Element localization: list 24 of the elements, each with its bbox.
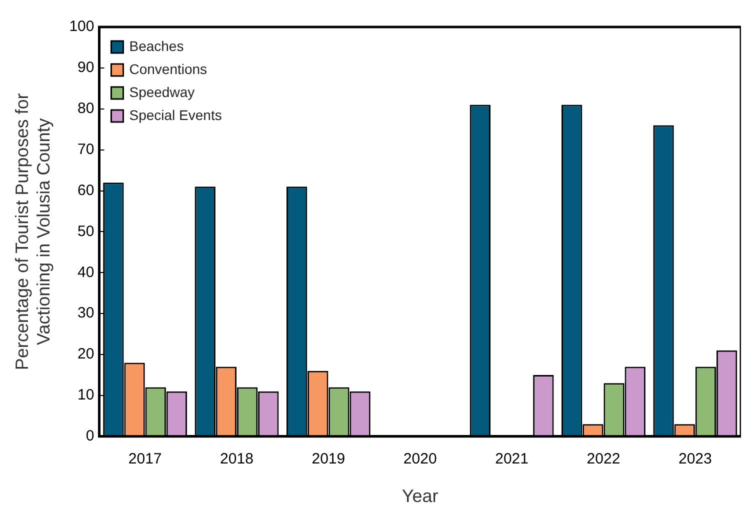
y-tick-label: 40 [78, 264, 94, 281]
x-tick-label: 2019 [312, 450, 346, 468]
y-tick-label: 30 [78, 304, 94, 322]
y-tick-label: 50 [78, 222, 94, 240]
y-tick-label: 70 [78, 140, 94, 158]
x-axis-title: Year [402, 486, 438, 506]
x-tick-label: 2020 [403, 450, 437, 468]
legend-label: Conventions [129, 60, 208, 77]
x-tick-label: 2023 [678, 450, 712, 468]
y-tick-label: 60 [78, 182, 94, 199]
x-tick-label: 2017 [128, 450, 162, 468]
y-tick-label: 0 [86, 428, 94, 445]
x-tick-label: 2021 [495, 450, 528, 468]
x-tick-label: 2022 [586, 450, 620, 468]
y-tick-label: 10 [78, 386, 94, 404]
legend-label: Speedway [129, 84, 195, 100]
y-tick-label: 90 [78, 59, 94, 76]
y-tick-label: 20 [78, 346, 94, 363]
x-tick-label: 2018 [220, 450, 254, 468]
legend-label: Special Events [129, 106, 222, 123]
y-tick-label: 80 [78, 100, 94, 118]
y-tick-label: 100 [69, 18, 94, 36]
legend-label: Beaches [129, 38, 184, 54]
y-axis-title: Percentage of Tourist Purposes for Vactioning in Volusia County [12, 93, 54, 370]
